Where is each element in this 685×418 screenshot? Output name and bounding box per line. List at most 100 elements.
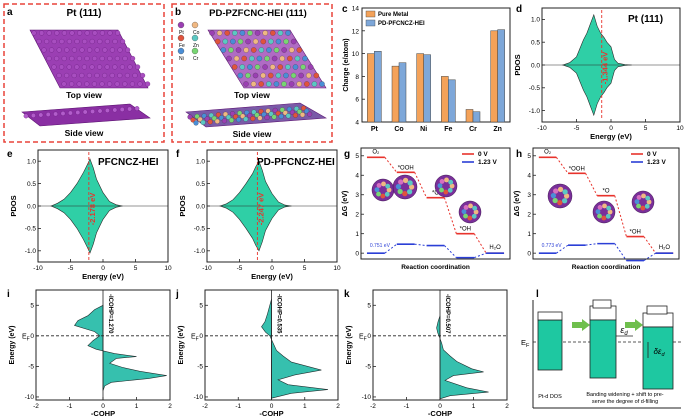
hei-atom [209,30,215,36]
panel-b-side-view-label: Side view [233,129,272,139]
cluster-atom [552,197,558,204]
panel-a-side-view-label: Side view [65,128,104,138]
hei-side-atom [268,111,274,117]
panel-g: g O₂ *OOH *O *OH H₂O 0.751 eV 0 1 2 3 4 5 Reaction c… [342,147,511,271]
pt-atom [135,64,141,70]
cohp-area [261,299,329,399]
fe-step-label: H₂O [489,245,501,251]
hei-atom [287,55,293,62]
hei-atom [302,55,308,62]
pt-atom [122,81,128,87]
bar-zn-hei [497,29,505,123]
pdos-ytick-label: 0.0 [531,62,540,69]
pt-atom [76,55,82,62]
pt-atom [74,38,80,45]
pt-atom [115,30,121,36]
pt-atom [119,64,125,70]
hei-atom [290,38,297,45]
hei-side-atom [261,111,267,118]
hei-atom [281,47,287,53]
pdos-xtick-label: 10 [676,125,684,132]
cohp-ytick-label: -5 [28,364,34,371]
panel-e: e -2.178 eV -10 -5 0 5 10 1.0 0.5 0.0 -0.5 -1.0 Ene… [7,149,172,281]
hei-side-atom [250,116,256,122]
pt-atom [36,38,42,45]
hei-side-atom [258,108,264,115]
panel-d: d -1.344 eV -10 -5 0 5 10 1.0 0.5 0.0 -0.5 -1.0 Ene… [513,4,684,141]
pt-atom [56,72,62,79]
hei-side-atom [285,113,291,119]
pt-atom [112,38,118,45]
pt-atom [41,47,47,53]
fe-ytick-label: 0 [527,250,531,257]
pdos-ytick-label: 0.0 [27,203,36,210]
cluster-atom [447,187,453,193]
pt-atom [59,64,65,70]
pt-atom [61,30,67,36]
panel-c-letter: c [342,4,348,15]
pdos-ytick-label: -0.5 [529,85,541,92]
panel-b-border [171,3,333,143]
fe-step-label: *O [602,189,609,195]
legend-dot-pt [177,21,185,29]
panel-c-ylabel: Charge (e/atom) [343,38,350,91]
hei-side-atom [228,117,235,123]
cohp-fermi-e: E [191,333,196,340]
pdos-xlabel: Energy (eV) [82,272,124,281]
hei-side-atom [271,114,277,120]
hei-side-atom [230,111,236,117]
hei-side-atom [211,115,217,121]
hei-atom [258,81,264,87]
pt-atom [71,72,77,79]
panel-b-title: PD-PZFCNC-HEI (111) [209,8,307,19]
pt-side-atom [112,107,118,113]
cluster-atom [463,213,468,219]
pt-atom [102,72,108,79]
legend-label-co: Co [193,30,200,36]
hei-atom [277,30,284,36]
panel-j-letter: j [175,289,179,300]
pt-atom [69,30,75,36]
pdos-ylabel: PDOS [9,195,18,216]
hei-atom [247,30,253,36]
cohp-xtick-label: -2 [202,403,208,410]
hei-atom [271,55,278,62]
legend-dot-ni [177,47,185,55]
panel-d-letter: d [516,4,522,15]
hei-side-atom [214,118,220,124]
fe-connector [444,245,457,258]
pdos-ylabel: PDOS [178,195,187,216]
panel-d-plot: -1.344 eV -10 -5 0 5 10 1.0 0.5 0.0 -0.5 -1.0 Energ… [513,7,684,141]
cluster-atom [595,209,601,215]
pdos-xtick-label: -5 [574,125,580,132]
panel-k-letter: k [344,289,350,300]
panel-l-letter: l [536,289,539,300]
panel-a-border [3,3,165,143]
panel-f-letter: f [176,149,180,160]
pt-atom [92,30,98,36]
pt-atom [117,72,123,79]
cohp-ytick-label: 5 [367,303,371,310]
cohp-xlabel: -COHP [91,409,115,418]
fe-legend-label: 0 V [478,151,488,158]
cluster-atom [606,205,612,211]
pt-side-atom [119,107,125,112]
cohp-fermi-e: E [22,333,27,340]
fe-step-label: O₂ [544,149,552,155]
cluster-atom [439,187,444,193]
pt-atom [61,81,67,87]
legend-dot-fe [177,34,185,42]
d-band-center-value: -1.344 eV [601,52,610,85]
hei-side-atom [243,116,249,122]
pt-atom [51,64,57,70]
cluster-atom [557,199,563,206]
hei-side-atom [218,115,224,121]
hei-atom [243,47,249,53]
legend-label-pt: Pt [179,30,184,36]
hei-side-atom [201,113,207,119]
pt-atom [102,47,108,53]
cohp-xtick-label: 1 [303,403,307,410]
pt-atom [69,55,75,62]
cluster-atom [471,213,477,219]
